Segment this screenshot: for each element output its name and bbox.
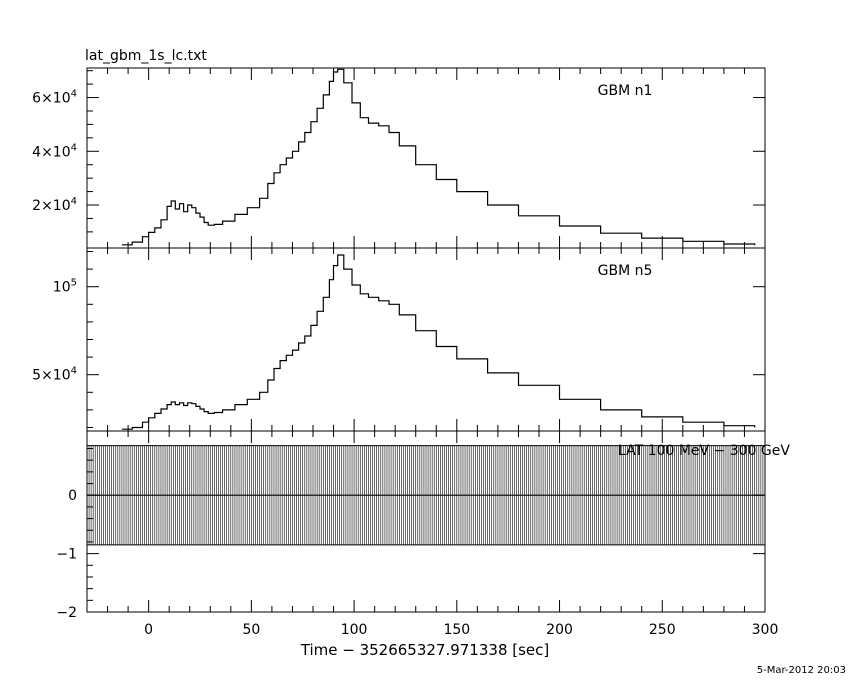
- panel-lat: −2 −1 0 LAT 100 MeV − 300 GeV: [56, 430, 790, 621]
- panel-gbm-n1: 2×104 4×104 6×104 GBM n1: [32, 67, 766, 249]
- timestamp: 5-Mar-2012 20:03: [757, 665, 846, 676]
- x-tick-labels: 0 50 100 150 200 250 300: [144, 622, 778, 638]
- x-tick-label: 100: [341, 622, 368, 638]
- x-tick-label: 150: [443, 622, 470, 638]
- x-tick-label: 200: [546, 622, 573, 638]
- y-tick-label: 105: [53, 278, 77, 296]
- y-tick-label: −1: [56, 547, 77, 563]
- x-tick-label: 250: [649, 622, 676, 638]
- series-legend: LAT 100 MeV − 300 GeV: [618, 443, 790, 459]
- x-tick-label: 0: [144, 622, 153, 638]
- file-title: lat_gbm_1s_lc.txt: [85, 48, 207, 64]
- series-line: [121, 68, 756, 246]
- y-tick-label: 0: [68, 488, 77, 504]
- panel-frame: [86, 247, 766, 432]
- y-tick-label: 5×104: [32, 366, 77, 384]
- y-tick-label: 6×104: [32, 89, 77, 107]
- y-tick-label: 2×104: [32, 196, 77, 214]
- series-legend: GBM n5: [598, 263, 653, 279]
- y-tick-label: 4×104: [32, 142, 77, 160]
- x-tick-label: 50: [242, 622, 260, 638]
- x-tick-label: 300: [752, 622, 779, 638]
- x-axis-label: Time − 352665327.971338 [sec]: [300, 641, 550, 659]
- series-legend: GBM n1: [598, 83, 653, 99]
- panel-gbm-n5: 5×104 105 GBM n5: [32, 247, 766, 432]
- panel-frame: [86, 67, 766, 249]
- series-line: [121, 254, 756, 430]
- y-tick-label: −2: [56, 605, 77, 621]
